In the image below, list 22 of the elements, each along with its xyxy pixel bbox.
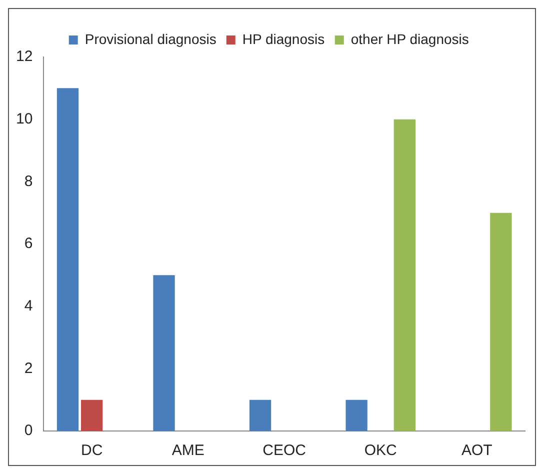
bar (249, 400, 272, 431)
x-tick-label: AME (172, 442, 204, 460)
bar (153, 275, 175, 431)
y-tick-label: 2 (24, 360, 33, 377)
y-tick-label: 12 (16, 48, 33, 66)
x-tick-label: CEOC (262, 442, 306, 460)
y-tick-label: 4 (24, 297, 33, 314)
y-tick-label: 8 (24, 172, 33, 190)
legend-label: other HP diagnosis (350, 30, 469, 47)
x-tick-label: OKC (364, 442, 398, 460)
bar (490, 212, 512, 431)
x-tick-label: AOT (461, 442, 492, 460)
bar (56, 88, 79, 431)
legend-label: HP diagnosis (242, 30, 325, 47)
y-tick-label: 0 (24, 422, 33, 440)
bar (346, 400, 368, 431)
bar (394, 119, 416, 431)
legend-label: Provisional diagnosis (84, 30, 216, 47)
y-tick-label: 10 (16, 110, 33, 128)
x-tick-label: DC (80, 442, 103, 460)
y-tick-label: 6 (24, 235, 33, 252)
bar (80, 400, 103, 431)
